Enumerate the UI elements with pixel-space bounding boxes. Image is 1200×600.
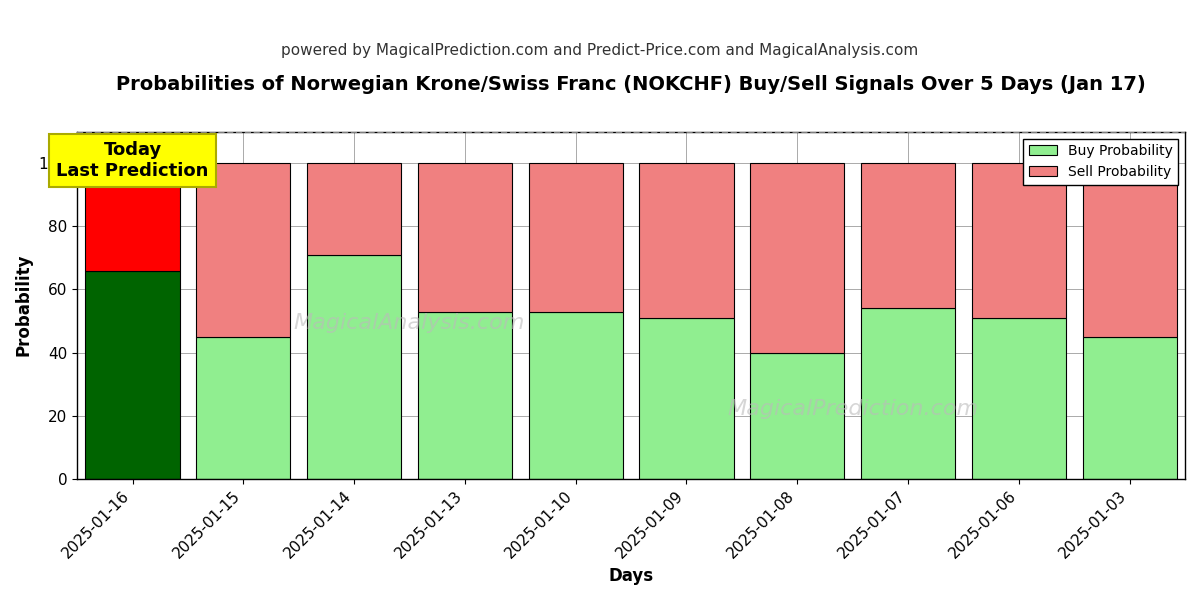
Text: Today
Last Prediction: Today Last Prediction (56, 141, 209, 180)
Bar (640, 318, 733, 479)
Bar (197, 337, 290, 479)
Bar (860, 163, 955, 308)
Bar (1082, 337, 1177, 479)
Bar (860, 308, 955, 479)
Bar (197, 163, 290, 337)
Bar (1082, 163, 1177, 337)
Bar (972, 318, 1066, 479)
X-axis label: Days: Days (608, 567, 654, 585)
Bar (85, 163, 180, 271)
Bar (418, 163, 512, 311)
Bar (307, 163, 401, 255)
Bar (529, 311, 623, 479)
Text: MagicalPrediction.com: MagicalPrediction.com (727, 400, 978, 419)
Legend: Buy Probability, Sell Probability: Buy Probability, Sell Probability (1024, 139, 1178, 185)
Bar (529, 163, 623, 311)
Text: powered by MagicalPrediction.com and Predict-Price.com and MagicalAnalysis.com: powered by MagicalPrediction.com and Pre… (281, 43, 919, 58)
Bar (640, 163, 733, 318)
Title: Probabilities of Norwegian Krone/Swiss Franc (NOKCHF) Buy/Sell Signals Over 5 Da: Probabilities of Norwegian Krone/Swiss F… (116, 75, 1146, 94)
Y-axis label: Probability: Probability (14, 254, 32, 356)
Bar (418, 311, 512, 479)
Bar (750, 163, 845, 353)
Bar (972, 163, 1066, 318)
Bar (85, 271, 180, 479)
Text: MagicalAnalysis.com: MagicalAnalysis.com (294, 313, 526, 332)
Bar (750, 353, 845, 479)
Bar (307, 255, 401, 479)
